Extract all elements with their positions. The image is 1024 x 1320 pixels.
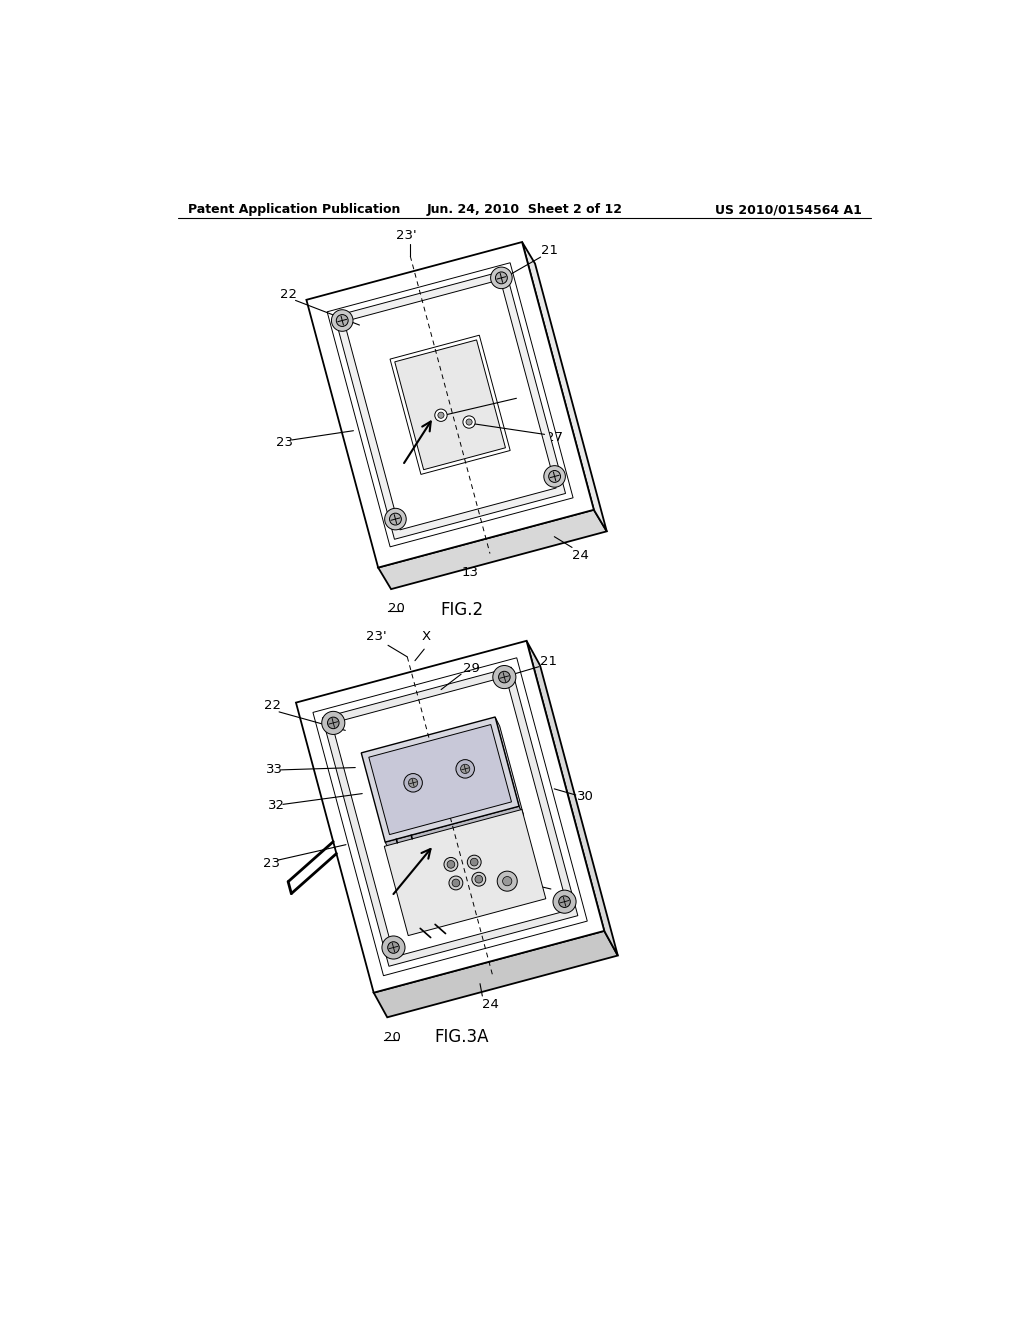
- Text: 21: 21: [541, 655, 557, 668]
- Polygon shape: [378, 510, 607, 589]
- Circle shape: [382, 936, 406, 960]
- Circle shape: [499, 672, 510, 682]
- Polygon shape: [323, 667, 578, 966]
- Text: 30: 30: [578, 791, 594, 803]
- Polygon shape: [395, 341, 506, 470]
- Circle shape: [559, 896, 570, 907]
- Circle shape: [467, 855, 481, 869]
- Text: 24: 24: [572, 549, 589, 562]
- Polygon shape: [390, 335, 510, 474]
- Polygon shape: [344, 280, 556, 529]
- Text: Jun. 24, 2010  Sheet 2 of 12: Jun. 24, 2010 Sheet 2 of 12: [427, 203, 623, 216]
- Polygon shape: [496, 717, 523, 816]
- Text: 31: 31: [552, 886, 569, 899]
- Text: 24: 24: [482, 998, 500, 1011]
- Polygon shape: [306, 242, 594, 568]
- Text: X: X: [421, 630, 430, 643]
- Circle shape: [472, 873, 485, 886]
- Text: FIG.3A: FIG.3A: [434, 1028, 488, 1047]
- Text: 22: 22: [263, 700, 281, 713]
- Text: 22: 22: [281, 288, 297, 301]
- Text: 23': 23': [396, 230, 417, 242]
- Polygon shape: [526, 640, 617, 956]
- Polygon shape: [374, 931, 617, 1018]
- Text: 13: 13: [462, 566, 479, 579]
- Polygon shape: [332, 677, 568, 957]
- Circle shape: [336, 314, 348, 326]
- Polygon shape: [385, 807, 523, 851]
- Circle shape: [452, 879, 460, 887]
- Polygon shape: [361, 717, 519, 842]
- Text: FIG.2: FIG.2: [440, 601, 483, 619]
- Circle shape: [444, 858, 458, 871]
- Polygon shape: [335, 271, 565, 540]
- Circle shape: [470, 858, 478, 866]
- Circle shape: [435, 409, 447, 421]
- Text: 28: 28: [518, 385, 535, 399]
- Circle shape: [553, 890, 577, 913]
- Text: 33: 33: [266, 763, 283, 776]
- Circle shape: [549, 470, 560, 482]
- Text: Patent Application Publication: Patent Application Publication: [188, 203, 400, 216]
- Circle shape: [503, 876, 512, 886]
- Text: 23': 23': [367, 630, 387, 643]
- Text: 32': 32': [539, 873, 559, 886]
- Text: 21: 21: [542, 244, 558, 257]
- Circle shape: [498, 871, 517, 891]
- Circle shape: [447, 861, 455, 869]
- Text: 32: 32: [267, 800, 285, 812]
- Circle shape: [409, 779, 418, 788]
- Text: 29: 29: [463, 663, 479, 676]
- Polygon shape: [369, 725, 512, 834]
- Circle shape: [388, 941, 399, 953]
- Text: 20: 20: [384, 1031, 401, 1044]
- Circle shape: [389, 513, 401, 525]
- Circle shape: [438, 412, 444, 418]
- Circle shape: [332, 310, 353, 331]
- Text: 20: 20: [388, 602, 404, 615]
- Circle shape: [466, 418, 472, 425]
- Polygon shape: [384, 809, 546, 936]
- Circle shape: [496, 272, 507, 284]
- Circle shape: [385, 508, 407, 529]
- Circle shape: [461, 764, 470, 774]
- Polygon shape: [296, 640, 604, 993]
- Circle shape: [544, 466, 565, 487]
- Circle shape: [449, 876, 463, 890]
- Circle shape: [475, 875, 482, 883]
- Text: 23: 23: [263, 858, 280, 870]
- Circle shape: [328, 717, 339, 729]
- Circle shape: [322, 711, 345, 734]
- Circle shape: [456, 759, 474, 777]
- Circle shape: [493, 665, 516, 689]
- Text: 23: 23: [276, 436, 294, 449]
- Polygon shape: [522, 242, 607, 532]
- Circle shape: [403, 774, 422, 792]
- Text: 27: 27: [546, 430, 563, 444]
- Circle shape: [490, 267, 512, 289]
- Text: US 2010/0154564 A1: US 2010/0154564 A1: [715, 203, 862, 216]
- Circle shape: [463, 416, 475, 428]
